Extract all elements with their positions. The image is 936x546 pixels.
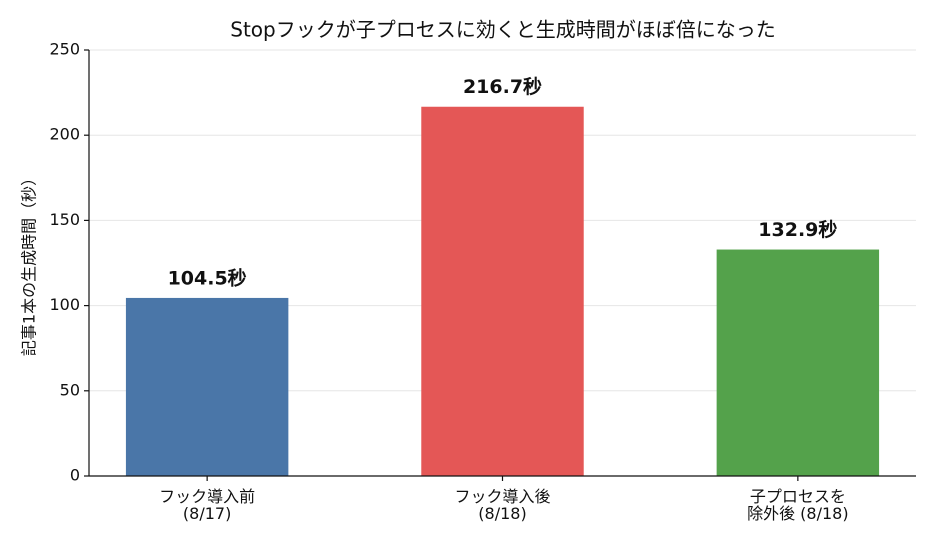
y-tick-label: 200	[49, 125, 80, 144]
y-tick-label: 150	[49, 210, 80, 229]
y-tick-label: 0	[70, 466, 80, 485]
y-axis-label: 記事1本の生成時間（秒）	[20, 170, 39, 356]
y-tick-label: 100	[49, 295, 80, 314]
x-tick-label: 子プロセスを除外後 (8/18)	[747, 487, 849, 523]
y-tick-label: 50	[60, 380, 80, 399]
value-label: 216.7秒	[463, 75, 542, 98]
bar	[125, 297, 289, 476]
chart-title: Stopフックが子プロセスに効くと生成時間がほぼ倍になった	[230, 18, 775, 42]
x-tick-label: フック導入前(8/17)	[159, 487, 255, 523]
bar	[716, 249, 880, 476]
x-tick-label: フック導入後(8/18)	[454, 487, 550, 523]
y-tick-label: 250	[49, 40, 80, 59]
value-label: 104.5秒	[168, 266, 247, 289]
bar	[421, 106, 584, 477]
value-label: 132.9秒	[758, 218, 837, 241]
